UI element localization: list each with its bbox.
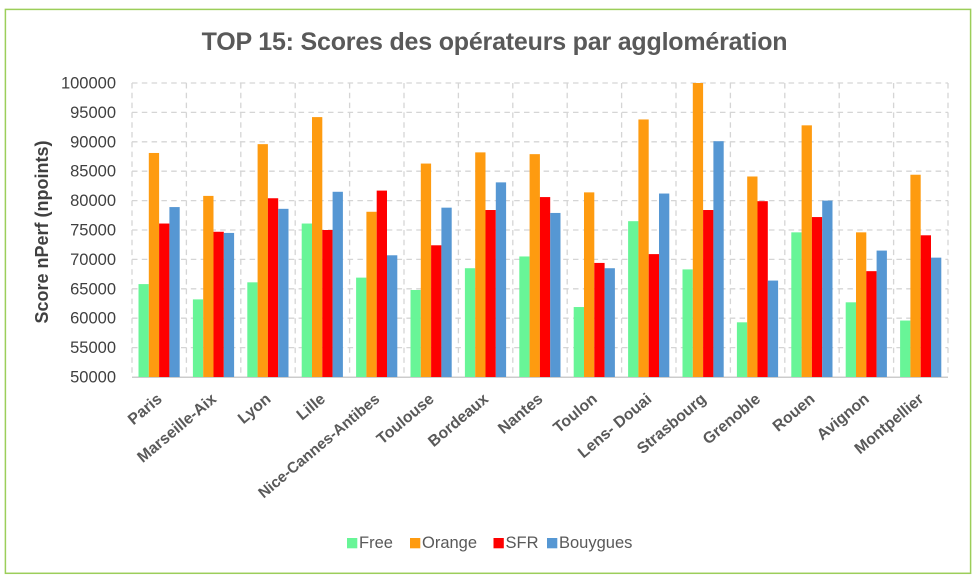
svg-text:85000: 85000 [70,163,116,181]
svg-text:50000: 50000 [70,369,116,387]
svg-text:65000: 65000 [70,280,116,298]
svg-text:Free: Free [359,534,393,552]
svg-text:TOP 15: Scores des opérateurs: TOP 15: Scores des opérateurs par agglom… [202,28,788,56]
svg-text:Score nPerf (npoints): Score nPerf (npoints) [32,140,52,323]
svg-text:55000: 55000 [70,339,116,357]
svg-text:90000: 90000 [70,133,116,151]
svg-text:75000: 75000 [70,222,116,240]
svg-text:Bouygues: Bouygues [559,534,632,552]
svg-text:SFR: SFR [506,534,539,552]
svg-text:95000: 95000 [70,104,116,122]
svg-text:60000: 60000 [70,310,116,328]
svg-text:100000: 100000 [61,75,116,93]
svg-text:80000: 80000 [70,192,116,210]
svg-text:70000: 70000 [70,251,116,269]
svg-text:Orange: Orange [422,534,477,552]
